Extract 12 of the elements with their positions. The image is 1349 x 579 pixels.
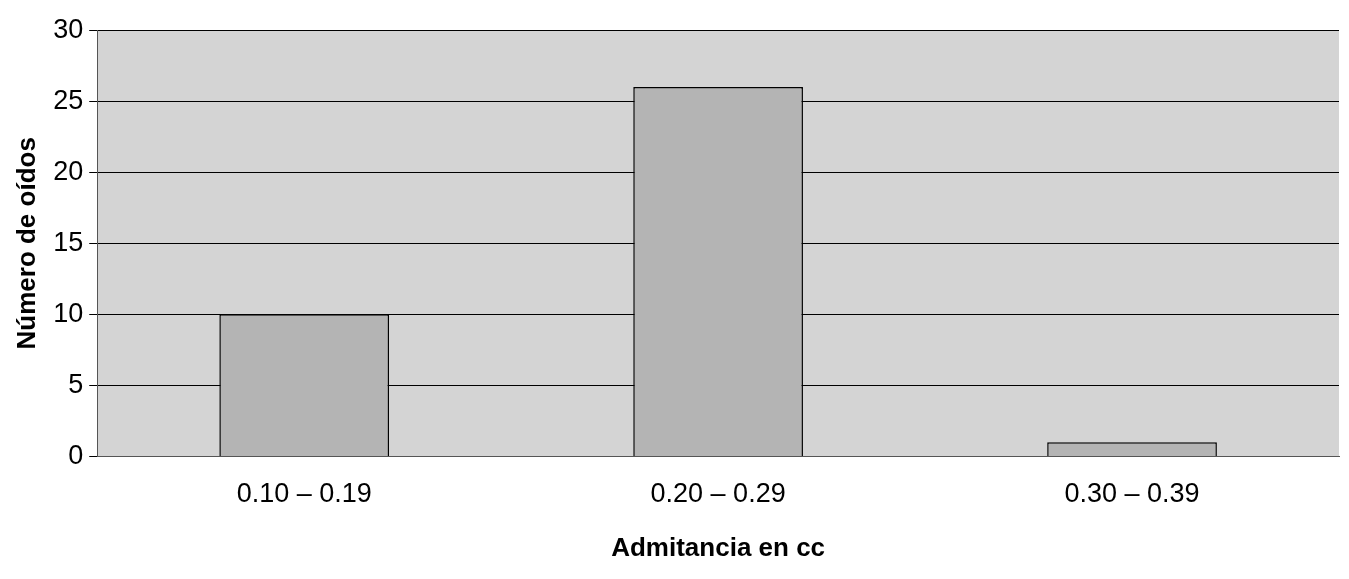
y-tick-label: 15 [53,226,84,257]
x-axis-title: Admitancia en cc [611,531,826,562]
y-tick-label: 25 [53,84,84,115]
y-tick-label: 10 [53,297,84,328]
x-tick-label: 0.20 – 0.29 [650,478,786,509]
y-tick-label: 30 [53,13,84,44]
x-tick-label: 0.30 – 0.39 [1064,478,1200,509]
x-tick-label: 0.10 – 0.19 [236,478,372,509]
y-axis-title: Número de oídos [10,137,41,350]
y-tick-label: 0 [68,439,84,470]
y-tick-label: 5 [68,368,84,399]
y-tick-label: 20 [53,155,84,186]
